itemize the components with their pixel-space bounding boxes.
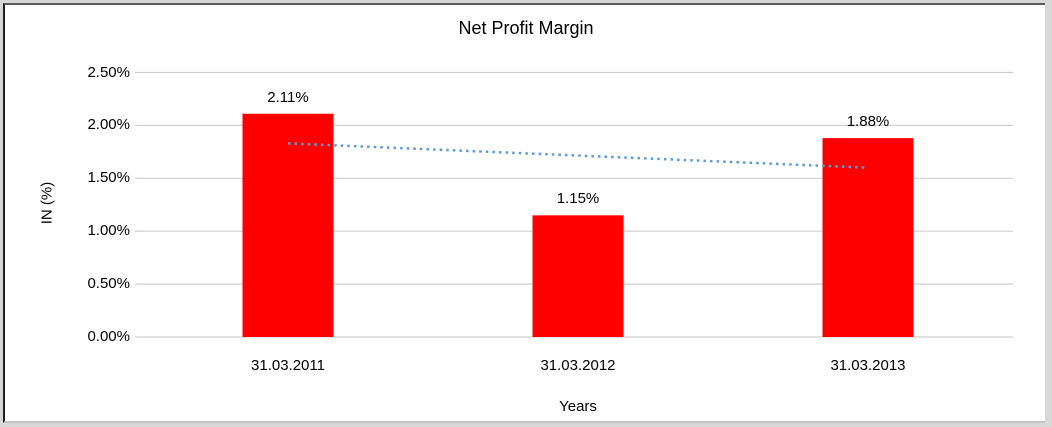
y-tick-label: 1.50% (87, 169, 130, 187)
y-tick-label: 2.50% (87, 63, 130, 81)
chart-title: Net Profit Margin (458, 18, 594, 38)
y-axis-title: IN (%) (38, 181, 56, 225)
bar-value-label: 1.88% (846, 113, 890, 131)
x-axis-title: Years (559, 398, 597, 415)
category-label: 31.03.2011 (251, 357, 325, 374)
trendline (287, 142, 869, 169)
y-tick-label: 1.00% (87, 222, 130, 240)
bar-value-label: 2.11% (267, 88, 309, 106)
category-label: 31.03.2013 (830, 357, 906, 374)
bar (822, 138, 914, 337)
bar (242, 113, 334, 338)
y-tick-label: 0.00% (87, 328, 130, 345)
y-tick-label: 2.00% (87, 116, 130, 134)
y-tick-label: 0.50% (87, 275, 130, 293)
bar-value-label: 1.15% (556, 190, 600, 208)
category-label: 31.03.2012 (540, 357, 616, 374)
bar (532, 215, 624, 337)
